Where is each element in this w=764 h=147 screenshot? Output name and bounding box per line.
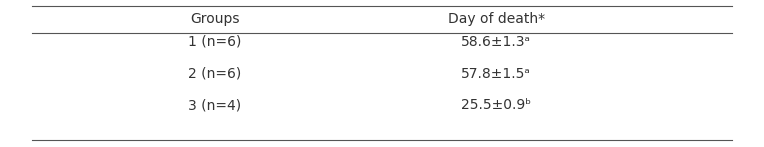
Text: 3 (n=4): 3 (n=4) (188, 98, 241, 112)
Text: Groups: Groups (189, 12, 239, 26)
Text: 57.8±1.5ᵃ: 57.8±1.5ᵃ (461, 66, 531, 81)
Text: 2 (n=6): 2 (n=6) (188, 66, 241, 81)
Text: 58.6±1.3ᵃ: 58.6±1.3ᵃ (461, 35, 531, 49)
Text: Day of death*: Day of death* (448, 12, 545, 26)
Text: 25.5±0.9ᵇ: 25.5±0.9ᵇ (461, 98, 531, 112)
Text: 1 (n=6): 1 (n=6) (188, 35, 241, 49)
